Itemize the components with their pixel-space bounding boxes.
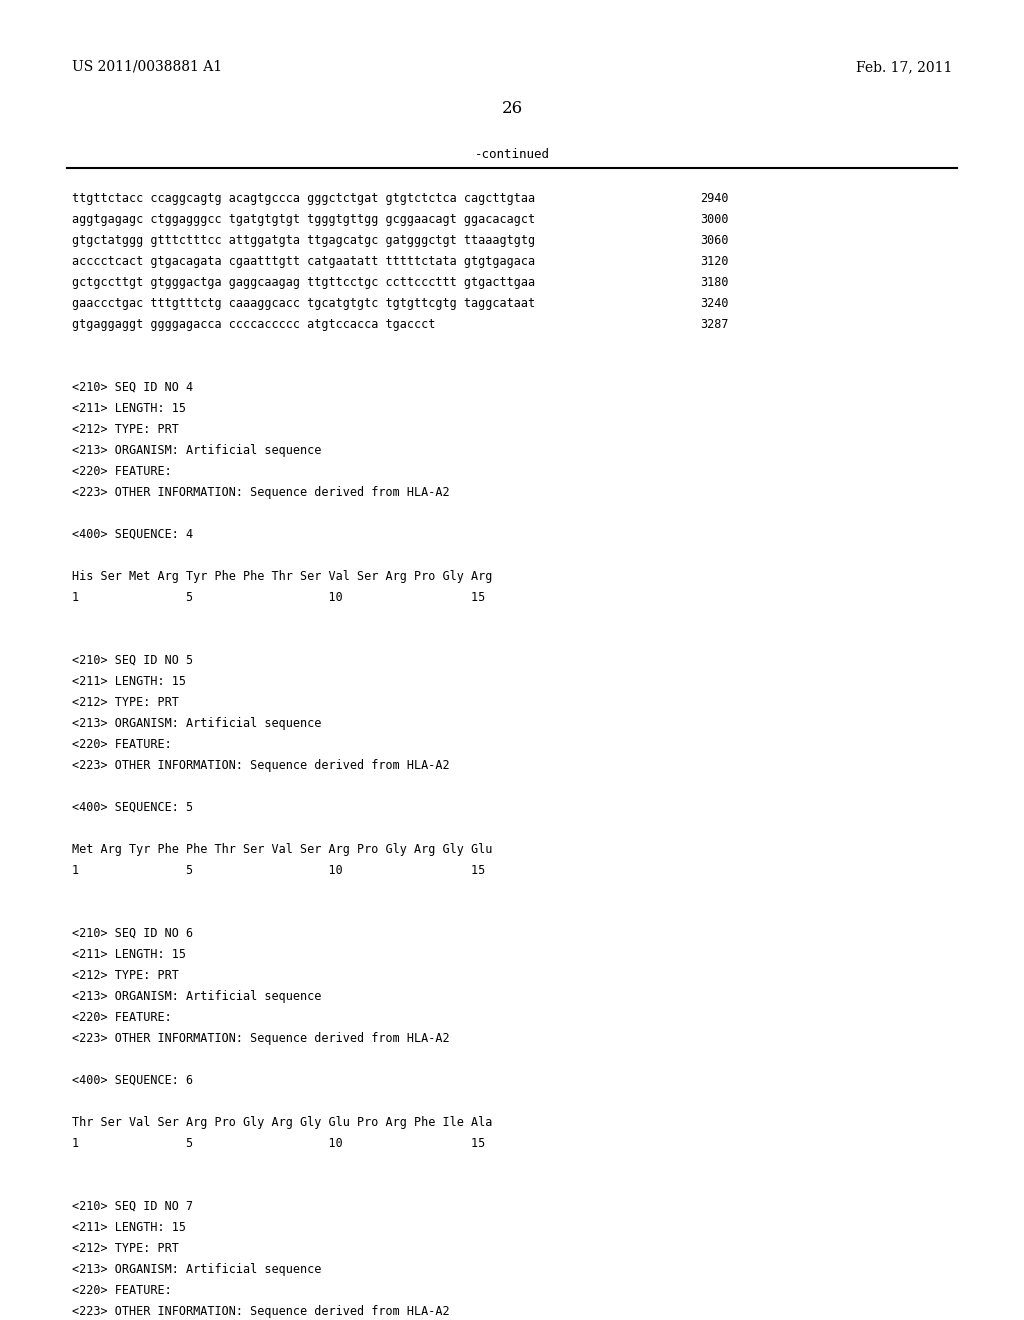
Text: 3240: 3240 bbox=[700, 297, 728, 310]
Text: 1               5                   10                  15: 1 5 10 15 bbox=[72, 591, 485, 605]
Text: <223> OTHER INFORMATION: Sequence derived from HLA-A2: <223> OTHER INFORMATION: Sequence derive… bbox=[72, 1032, 450, 1045]
Text: ttgttctacc ccaggcagtg acagtgccca gggctctgat gtgtctctca cagcttgtaa: ttgttctacc ccaggcagtg acagtgccca gggctct… bbox=[72, 191, 536, 205]
Text: <210> SEQ ID NO 5: <210> SEQ ID NO 5 bbox=[72, 653, 194, 667]
Text: 1               5                   10                  15: 1 5 10 15 bbox=[72, 865, 485, 876]
Text: 3287: 3287 bbox=[700, 318, 728, 331]
Text: <212> TYPE: PRT: <212> TYPE: PRT bbox=[72, 1242, 179, 1255]
Text: <211> LENGTH: 15: <211> LENGTH: 15 bbox=[72, 403, 186, 414]
Text: gctgccttgt gtgggactga gaggcaagag ttgttcctgc ccttcccttt gtgacttgaa: gctgccttgt gtgggactga gaggcaagag ttgttcc… bbox=[72, 276, 536, 289]
Text: <223> OTHER INFORMATION: Sequence derived from HLA-A2: <223> OTHER INFORMATION: Sequence derive… bbox=[72, 486, 450, 499]
Text: <223> OTHER INFORMATION: Sequence derived from HLA-A2: <223> OTHER INFORMATION: Sequence derive… bbox=[72, 1305, 450, 1317]
Text: <400> SEQUENCE: 4: <400> SEQUENCE: 4 bbox=[72, 528, 194, 541]
Text: <212> TYPE: PRT: <212> TYPE: PRT bbox=[72, 422, 179, 436]
Text: 1               5                   10                  15: 1 5 10 15 bbox=[72, 1137, 485, 1150]
Text: gaaccctgac tttgtttctg caaaggcacc tgcatgtgtc tgtgttcgtg taggcataat: gaaccctgac tttgtttctg caaaggcacc tgcatgt… bbox=[72, 297, 536, 310]
Text: <212> TYPE: PRT: <212> TYPE: PRT bbox=[72, 696, 179, 709]
Text: <220> FEATURE:: <220> FEATURE: bbox=[72, 738, 172, 751]
Text: <213> ORGANISM: Artificial sequence: <213> ORGANISM: Artificial sequence bbox=[72, 717, 322, 730]
Text: <213> ORGANISM: Artificial sequence: <213> ORGANISM: Artificial sequence bbox=[72, 444, 322, 457]
Text: acccctcact gtgacagata cgaatttgtt catgaatatt tttttctata gtgtgagaca: acccctcact gtgacagata cgaatttgtt catgaat… bbox=[72, 255, 536, 268]
Text: -continued: -continued bbox=[474, 148, 550, 161]
Text: <210> SEQ ID NO 4: <210> SEQ ID NO 4 bbox=[72, 381, 194, 393]
Text: gtgctatggg gtttctttcc attggatgta ttgagcatgc gatgggctgt ttaaagtgtg: gtgctatggg gtttctttcc attggatgta ttgagca… bbox=[72, 234, 536, 247]
Text: <211> LENGTH: 15: <211> LENGTH: 15 bbox=[72, 948, 186, 961]
Text: 26: 26 bbox=[502, 100, 522, 117]
Text: <210> SEQ ID NO 7: <210> SEQ ID NO 7 bbox=[72, 1200, 194, 1213]
Text: <213> ORGANISM: Artificial sequence: <213> ORGANISM: Artificial sequence bbox=[72, 990, 322, 1003]
Text: 2940: 2940 bbox=[700, 191, 728, 205]
Text: <220> FEATURE:: <220> FEATURE: bbox=[72, 465, 172, 478]
Text: <210> SEQ ID NO 6: <210> SEQ ID NO 6 bbox=[72, 927, 194, 940]
Text: <213> ORGANISM: Artificial sequence: <213> ORGANISM: Artificial sequence bbox=[72, 1263, 322, 1276]
Text: <223> OTHER INFORMATION: Sequence derived from HLA-A2: <223> OTHER INFORMATION: Sequence derive… bbox=[72, 759, 450, 772]
Text: <220> FEATURE:: <220> FEATURE: bbox=[72, 1284, 172, 1298]
Text: <220> FEATURE:: <220> FEATURE: bbox=[72, 1011, 172, 1024]
Text: 3120: 3120 bbox=[700, 255, 728, 268]
Text: 3180: 3180 bbox=[700, 276, 728, 289]
Text: Met Arg Tyr Phe Phe Thr Ser Val Ser Arg Pro Gly Arg Gly Glu: Met Arg Tyr Phe Phe Thr Ser Val Ser Arg … bbox=[72, 843, 493, 855]
Text: Thr Ser Val Ser Arg Pro Gly Arg Gly Glu Pro Arg Phe Ile Ala: Thr Ser Val Ser Arg Pro Gly Arg Gly Glu … bbox=[72, 1115, 493, 1129]
Text: 3060: 3060 bbox=[700, 234, 728, 247]
Text: <400> SEQUENCE: 5: <400> SEQUENCE: 5 bbox=[72, 801, 194, 814]
Text: <211> LENGTH: 15: <211> LENGTH: 15 bbox=[72, 1221, 186, 1234]
Text: US 2011/0038881 A1: US 2011/0038881 A1 bbox=[72, 59, 222, 74]
Text: <212> TYPE: PRT: <212> TYPE: PRT bbox=[72, 969, 179, 982]
Text: <211> LENGTH: 15: <211> LENGTH: 15 bbox=[72, 675, 186, 688]
Text: <400> SEQUENCE: 6: <400> SEQUENCE: 6 bbox=[72, 1074, 194, 1086]
Text: Feb. 17, 2011: Feb. 17, 2011 bbox=[856, 59, 952, 74]
Text: aggtgagagc ctggagggcc tgatgtgtgt tgggtgttgg gcggaacagt ggacacagct: aggtgagagc ctggagggcc tgatgtgtgt tgggtgt… bbox=[72, 213, 536, 226]
Text: His Ser Met Arg Tyr Phe Phe Thr Ser Val Ser Arg Pro Gly Arg: His Ser Met Arg Tyr Phe Phe Thr Ser Val … bbox=[72, 570, 493, 583]
Text: 3000: 3000 bbox=[700, 213, 728, 226]
Text: gtgaggaggt ggggagacca ccccaccccc atgtccacca tgaccct: gtgaggaggt ggggagacca ccccaccccc atgtcca… bbox=[72, 318, 435, 331]
